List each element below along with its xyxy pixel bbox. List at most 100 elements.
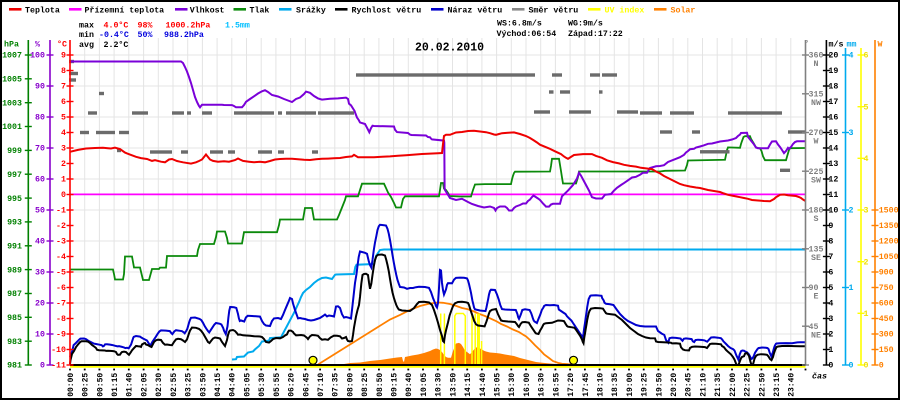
svg-text:SE: SE	[811, 254, 821, 263]
svg-text:Rychlost větru: Rychlost větru	[352, 5, 422, 15]
svg-text:8: 8	[828, 238, 833, 247]
svg-text:22:00: 22:00	[729, 373, 738, 397]
svg-text:min: min	[79, 30, 94, 40]
svg-text:0: 0	[864, 362, 869, 371]
svg-text:-11: -11	[51, 362, 66, 371]
svg-text:4.0°C: 4.0°C	[104, 21, 129, 30]
svg-text:Solar: Solar	[671, 5, 696, 15]
svg-text:70: 70	[35, 145, 45, 154]
svg-text:SW: SW	[811, 176, 821, 185]
svg-text:1: 1	[828, 346, 833, 355]
svg-text:08:50: 08:50	[376, 373, 385, 397]
svg-text:315: 315	[809, 90, 824, 99]
svg-text:02:05: 02:05	[141, 373, 150, 397]
svg-text:16:55: 16:55	[552, 373, 561, 397]
svg-text:80: 80	[35, 114, 45, 123]
svg-text:06:20: 06:20	[288, 373, 297, 397]
svg-text:0: 0	[828, 362, 833, 371]
svg-text:N: N	[814, 60, 819, 69]
svg-text:0: 0	[879, 362, 884, 371]
svg-text:987: 987	[7, 290, 22, 299]
svg-text:90: 90	[809, 284, 819, 293]
svg-text:45: 45	[809, 323, 819, 332]
svg-text:00:25: 00:25	[82, 373, 91, 397]
svg-text:10: 10	[35, 331, 45, 340]
svg-text:13:50: 13:50	[449, 373, 458, 397]
svg-text:991: 991	[7, 242, 22, 251]
svg-text:hPa: hPa	[4, 39, 19, 49]
svg-text:2: 2	[828, 331, 833, 340]
svg-text:9: 9	[61, 52, 66, 61]
svg-text:08:25: 08:25	[361, 373, 370, 397]
svg-text:01:40: 01:40	[126, 373, 135, 397]
svg-text:16: 16	[828, 114, 838, 123]
svg-text:23:40: 23:40	[788, 373, 797, 397]
svg-text:7: 7	[828, 253, 833, 262]
svg-text:Vlhkost: Vlhkost	[190, 5, 225, 15]
svg-text:4: 4	[864, 155, 869, 164]
svg-text:1001: 1001	[2, 123, 22, 132]
svg-text:993: 993	[7, 219, 22, 228]
svg-text:988.2hPa: 988.2hPa	[164, 30, 204, 40]
svg-text:1: 1	[864, 310, 869, 319]
svg-text:mm: mm	[847, 40, 857, 49]
svg-text:16:00: 16:00	[523, 373, 532, 397]
svg-text:1.5mm: 1.5mm	[225, 21, 250, 30]
svg-text:23:15: 23:15	[773, 373, 782, 397]
svg-text:180: 180	[809, 207, 824, 216]
svg-text:1007: 1007	[2, 52, 22, 61]
svg-text:-10: -10	[51, 346, 66, 355]
svg-text:4: 4	[828, 300, 833, 309]
svg-text:5: 5	[61, 114, 66, 123]
svg-text:01:15: 01:15	[111, 373, 120, 397]
svg-text:1: 1	[849, 284, 854, 293]
svg-text:07:10: 07:10	[317, 373, 326, 397]
svg-text:09:40: 09:40	[405, 373, 414, 397]
svg-text:999: 999	[7, 147, 22, 156]
svg-text:300: 300	[879, 331, 894, 340]
svg-text:S: S	[814, 215, 819, 224]
svg-text:14:15: 14:15	[464, 373, 473, 397]
svg-text:max: max	[79, 21, 94, 30]
svg-text:19:25: 19:25	[641, 373, 650, 397]
svg-text:-9: -9	[56, 331, 66, 340]
svg-text:Teplota: Teplota	[25, 5, 60, 15]
svg-text:02:55: 02:55	[170, 373, 179, 397]
svg-text:°: °	[804, 40, 809, 49]
svg-text:1000.2hPa: 1000.2hPa	[166, 20, 211, 30]
svg-text:19: 19	[828, 67, 838, 76]
svg-text:17:20: 17:20	[567, 373, 576, 397]
svg-text:čas: čas	[812, 372, 827, 382]
svg-text:4: 4	[61, 129, 66, 138]
svg-text:20:45: 20:45	[685, 373, 694, 397]
svg-text:19:50: 19:50	[655, 373, 664, 397]
svg-text:03:25: 03:25	[185, 373, 194, 397]
svg-text:150: 150	[879, 346, 894, 355]
svg-text:14:40: 14:40	[479, 373, 488, 397]
svg-text:3: 3	[61, 145, 66, 154]
svg-text:5: 5	[864, 103, 869, 112]
svg-text:03:50: 03:50	[199, 373, 208, 397]
svg-text:15: 15	[828, 129, 838, 138]
svg-text:983: 983	[7, 338, 22, 347]
svg-text:40: 40	[35, 238, 45, 247]
svg-text:-7: -7	[56, 300, 66, 309]
svg-text:6: 6	[61, 98, 66, 107]
svg-text:05:55: 05:55	[273, 373, 282, 397]
svg-text:450: 450	[879, 315, 894, 324]
svg-text:12: 12	[828, 176, 838, 185]
svg-text:30: 30	[35, 269, 45, 278]
svg-text:8: 8	[61, 67, 66, 76]
svg-text:m/s: m/s	[829, 39, 844, 49]
svg-text:0: 0	[61, 191, 66, 200]
svg-text:02:30: 02:30	[155, 373, 164, 397]
svg-text:20:20: 20:20	[670, 373, 679, 397]
svg-text:W: W	[878, 40, 883, 49]
svg-text:50%: 50%	[138, 31, 153, 40]
svg-text:16:30: 16:30	[538, 373, 547, 397]
svg-text:19:00: 19:00	[626, 373, 635, 397]
svg-text:360: 360	[809, 52, 824, 61]
svg-text:Západ:17:22: Západ:17:22	[568, 29, 623, 39]
svg-text:3: 3	[828, 315, 833, 324]
svg-text:Srážky: Srážky	[296, 5, 326, 15]
